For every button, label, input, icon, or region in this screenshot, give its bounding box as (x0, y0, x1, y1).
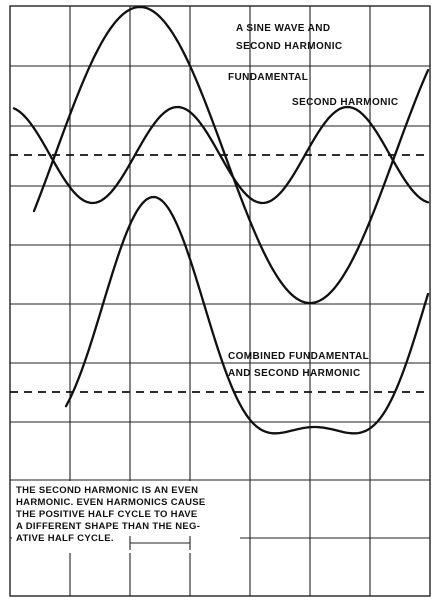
title-line-1: A SINE WAVE AND (236, 23, 331, 34)
note-line-5: ATIVE HALF CYCLE. (16, 533, 114, 544)
combined-curve (64, 195, 430, 435)
note-line-2: HARMONIC. EVEN HARMONICS CAUSE (16, 497, 206, 508)
combined-label-line-1: COMBINED FUNDAMENTAL (228, 351, 369, 362)
combined-label-line-2: AND SECOND HARMONIC (228, 368, 361, 379)
second-harmonic-label: SECOND HARMONIC (292, 97, 399, 108)
title-line-2: SECOND HARMONIC (236, 41, 343, 52)
note-backdrop (12, 481, 240, 553)
second-harmonic-curve (12, 105, 430, 205)
fundamental-label: FUNDAMENTAL (228, 72, 308, 83)
fundamental-curve (32, 5, 430, 305)
note-line-4: A DIFFERENT SHAPE THAN THE NEG- (16, 521, 200, 532)
note-line-3: THE POSITIVE HALF CYCLE TO HAVE (16, 509, 198, 520)
frame (9, 5, 431, 597)
note-line-1: THE SECOND HARMONIC IS AN EVEN (16, 485, 198, 496)
